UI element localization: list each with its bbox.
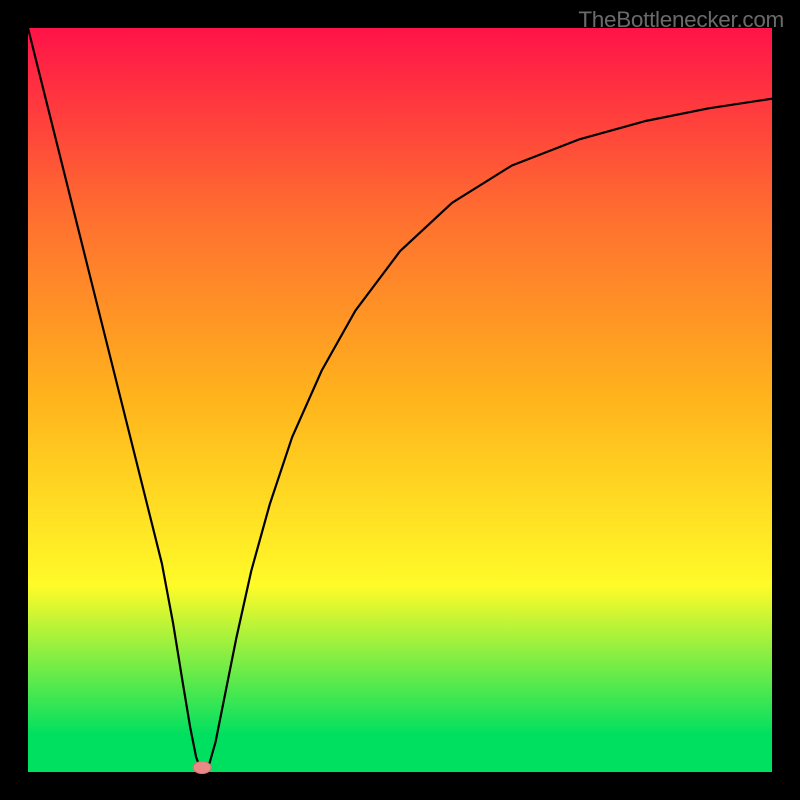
watermark-text: TheBottlenecker.com xyxy=(578,7,784,33)
bottleneck-curve xyxy=(28,28,772,769)
chart-frame: TheBottlenecker.com xyxy=(0,0,800,800)
optimal-point-marker xyxy=(193,762,211,774)
chart-svg xyxy=(0,0,800,800)
